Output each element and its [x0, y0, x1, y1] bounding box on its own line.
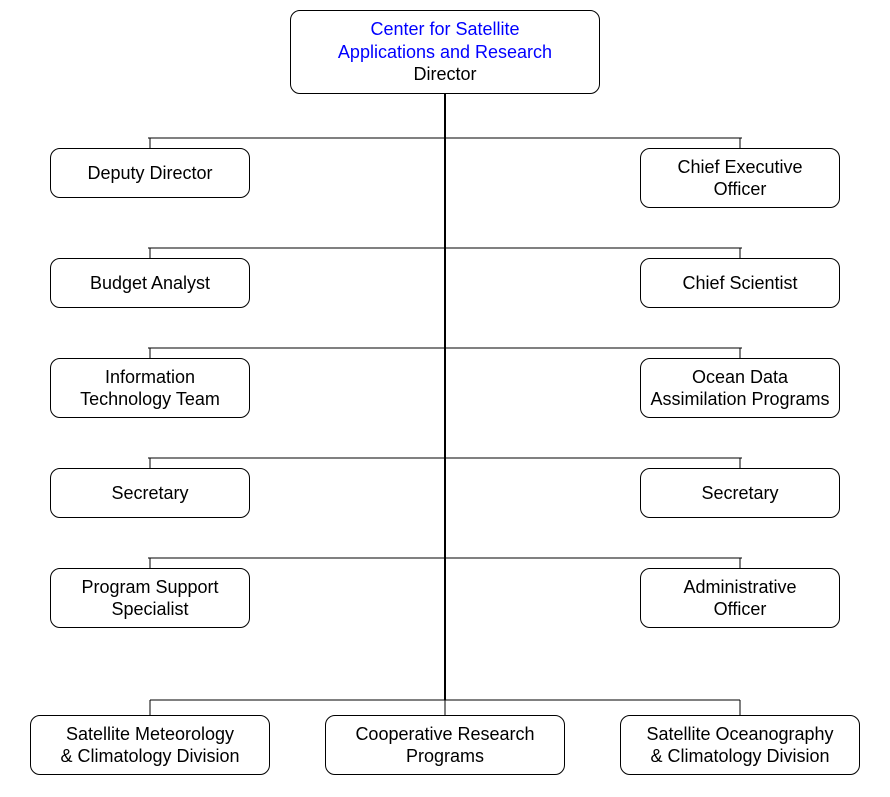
org-node-row1-left-line1: Deputy Director — [87, 162, 212, 185]
org-node-row4-right: Secretary — [640, 468, 840, 518]
org-node-row5-left-line1: Program Support — [81, 576, 218, 599]
org-node-row2-left: Budget Analyst — [50, 258, 250, 308]
org-node-row2-right-line1: Chief Scientist — [682, 272, 797, 295]
org-node-row3-left-line2: Technology Team — [80, 388, 220, 411]
root-title-line2: Applications and Research — [338, 41, 552, 64]
org-node-row4-right-line1: Secretary — [701, 482, 778, 505]
org-node-row4-left-line1: Secretary — [111, 482, 188, 505]
org-node-row1-right-line1: Chief Executive — [677, 156, 802, 179]
root-title-line1: Center for Satellite — [370, 18, 519, 41]
org-node-row5-right-line2: Officer — [714, 598, 767, 621]
org-node-row4-left: Secretary — [50, 468, 250, 518]
org-node-row2-right: Chief Scientist — [640, 258, 840, 308]
root-subtitle: Director — [413, 63, 476, 86]
org-node-bottom-2-line2: Programs — [406, 745, 484, 768]
org-node-bottom-1: Satellite Meteorology& Climatology Divis… — [30, 715, 270, 775]
org-node-row3-right-line2: Assimilation Programs — [650, 388, 829, 411]
org-node-row5-left-line2: Specialist — [111, 598, 188, 621]
org-node-row1-right-line2: Officer — [714, 178, 767, 201]
org-node-bottom-2-line1: Cooperative Research — [355, 723, 534, 746]
org-node-row2-left-line1: Budget Analyst — [90, 272, 210, 295]
org-node-row1-right: Chief ExecutiveOfficer — [640, 148, 840, 208]
org-node-row5-right-line1: Administrative — [683, 576, 796, 599]
org-node-row5-right: AdministrativeOfficer — [640, 568, 840, 628]
org-chart-root-node: Center for Satellite Applications and Re… — [290, 10, 600, 94]
org-node-bottom-3-line2: & Climatology Division — [650, 745, 829, 768]
org-node-row3-left: InformationTechnology Team — [50, 358, 250, 418]
org-node-row3-right-line1: Ocean Data — [692, 366, 788, 389]
org-node-bottom-3-line1: Satellite Oceanography — [646, 723, 833, 746]
org-node-bottom-2: Cooperative ResearchPrograms — [325, 715, 565, 775]
org-node-bottom-1-line2: & Climatology Division — [60, 745, 239, 768]
org-node-row1-left: Deputy Director — [50, 148, 250, 198]
org-node-row5-left: Program SupportSpecialist — [50, 568, 250, 628]
org-node-row3-right: Ocean DataAssimilation Programs — [640, 358, 840, 418]
org-node-bottom-1-line1: Satellite Meteorology — [66, 723, 234, 746]
org-node-row3-left-line1: Information — [105, 366, 195, 389]
org-node-bottom-3: Satellite Oceanography& Climatology Divi… — [620, 715, 860, 775]
